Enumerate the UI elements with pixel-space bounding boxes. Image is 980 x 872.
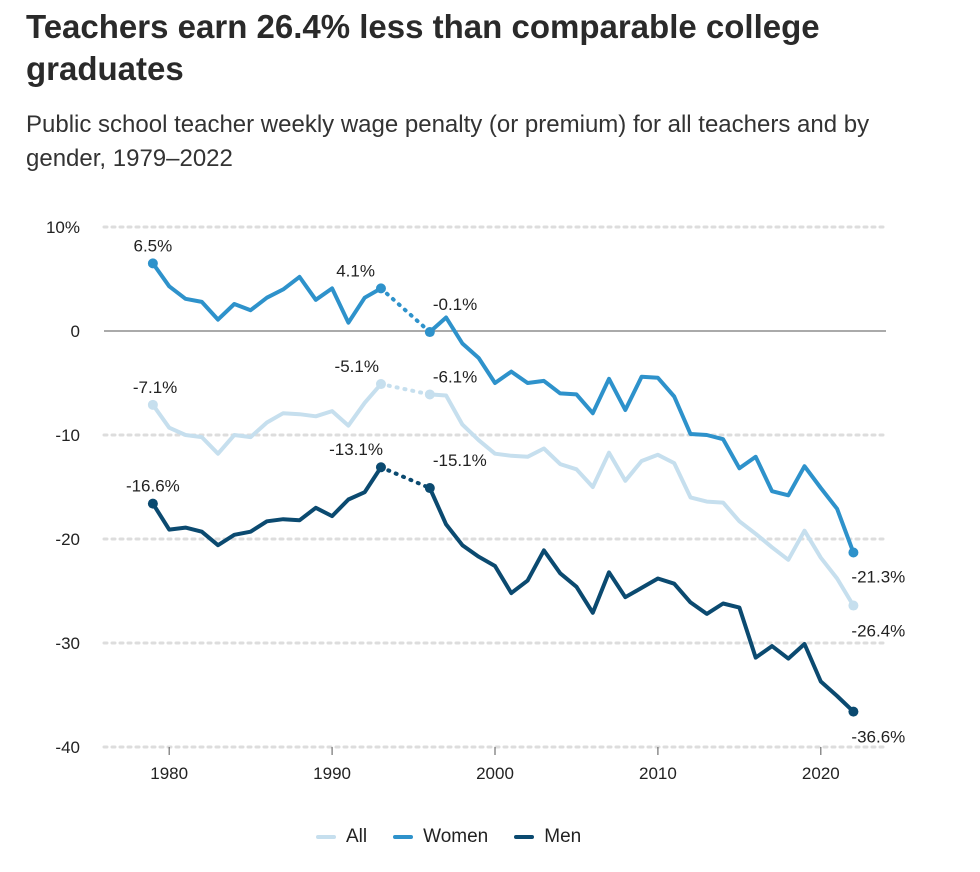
x-tick-label: 2020 [802, 764, 840, 783]
data-label-women-1993: 4.1% [336, 261, 375, 280]
y-tick-label: 0 [71, 322, 80, 341]
legend-swatch-men [514, 835, 535, 839]
data-label-men-1979: -16.6% [126, 477, 180, 496]
marker-women-1993 [375, 283, 386, 294]
x-axis-ticks: 1980 1990 2000 2010 2020 [150, 747, 840, 783]
data-label-all-2022: -26.4% [851, 622, 905, 641]
series-gap-women [378, 286, 432, 335]
marker-all-1979 [147, 399, 158, 410]
data-label-men-1996: -15.1% [433, 451, 487, 470]
data-labels: 6.5% 4.1% -0.1% -7.1% -5.1% -6.1% -16.6% -13.1%… [126, 236, 905, 746]
marker-men-2022 [848, 706, 859, 717]
y-tick-label: -10 [55, 426, 80, 445]
legend-label-all: All [346, 826, 368, 847]
series-gap-men [378, 465, 432, 491]
y-axis-ticks: 10% 0 -10 -20 -30 -40 [46, 218, 80, 757]
series-lines [150, 261, 856, 714]
series-markers [147, 258, 859, 717]
marker-men-1979 [147, 498, 158, 509]
legend-swatch-all [316, 835, 336, 839]
legend-label-women: Women [423, 826, 489, 847]
data-label-all-1979: -7.1% [133, 378, 177, 397]
series-line-men-1979-1993 [150, 465, 383, 548]
series-line-women-1996-2022 [427, 315, 856, 555]
marker-men-1996 [424, 483, 435, 494]
series-line-women-1979-1993 [150, 261, 383, 325]
data-label-women-1996: -0.1% [433, 295, 477, 314]
chart-subtitle: Public school teacher weekly wage penalt… [26, 111, 870, 172]
series-line-all-1979-1993 [150, 382, 383, 456]
legend: All Women Men [316, 826, 581, 848]
data-label-men-1993: -13.1% [329, 440, 383, 459]
x-tick-label: 1990 [313, 764, 351, 783]
series-gap-all [378, 382, 432, 397]
chart-title: Teachers earn 26.4% less than comparable… [26, 8, 820, 87]
series-line-all-1996-2022 [427, 392, 856, 608]
marker-women-1979 [147, 258, 158, 269]
marker-all-2022 [848, 600, 859, 611]
data-label-women-2022: -21.3% [851, 568, 905, 587]
y-tick-label: -40 [55, 738, 80, 757]
legend-label-men: Men [544, 826, 582, 847]
x-tick-label: 2000 [476, 764, 514, 783]
data-label-women-1979: 6.5% [134, 236, 173, 255]
x-tick-label: 1980 [150, 764, 188, 783]
y-tick-label: -20 [55, 530, 80, 549]
marker-all-1996 [424, 389, 435, 400]
series-line-men-1996-2022 [427, 486, 856, 714]
legend-item-men: Men [514, 826, 581, 848]
legend-swatch-women [393, 835, 414, 839]
data-label-all-1993: -5.1% [335, 357, 379, 376]
data-label-all-1996: -6.1% [433, 367, 477, 386]
y-tick-label: -30 [55, 634, 80, 653]
line-chart: 10% 0 -10 -20 -30 -40 1980 1990 2000 2010 2020 6.… [46, 218, 905, 783]
marker-men-1993 [375, 462, 386, 473]
y-tick-label: 10% [46, 218, 80, 237]
x-tick-label: 2010 [639, 764, 677, 783]
legend-item-all: All [316, 826, 367, 848]
marker-all-1993 [375, 379, 386, 390]
data-label-men-2022: -36.6% [851, 728, 905, 747]
marker-women-2022 [848, 547, 859, 558]
marker-women-1996 [424, 327, 435, 338]
legend-item-women: Women [393, 826, 488, 848]
